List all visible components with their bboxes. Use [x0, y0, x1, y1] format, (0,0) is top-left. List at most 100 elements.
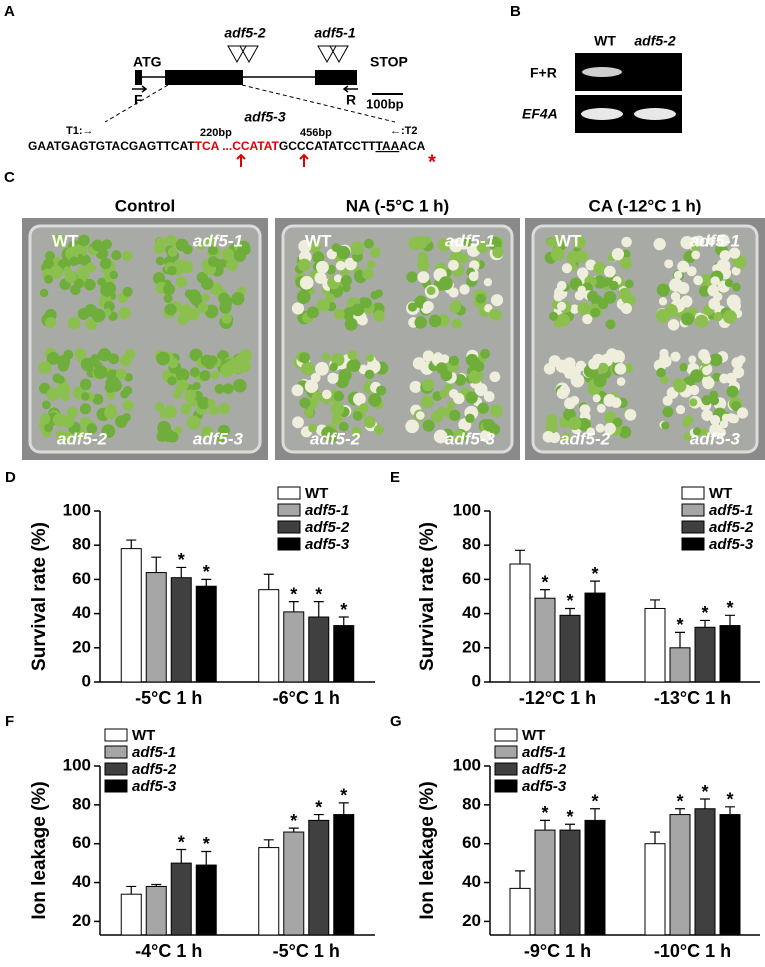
legend-label: adf5-1: [305, 502, 349, 519]
panel-label: F: [5, 713, 14, 730]
seedling: [712, 372, 722, 382]
seedling: [593, 374, 607, 388]
seedling: [603, 290, 617, 304]
genotype-label: adf5-2: [57, 429, 108, 448]
seedling: [308, 423, 317, 433]
genotype-label: adf5-3: [690, 429, 741, 448]
condition-label: CA (-12°C 1 h): [589, 196, 702, 215]
y-tick-label: 80: [462, 535, 481, 554]
seedling: [175, 368, 190, 382]
seedling: [74, 348, 87, 360]
seedling: [689, 398, 698, 407]
bar: [694, 626, 716, 683]
seedling: [44, 423, 53, 433]
seedling: [118, 306, 131, 320]
seedling: [451, 318, 463, 329]
seedling: [621, 236, 632, 248]
seedling: [301, 361, 315, 376]
seedling: [122, 400, 134, 411]
legend-label: adf5-3: [522, 778, 567, 795]
seedling: [115, 415, 128, 428]
seedling: [102, 281, 117, 296]
seedling: [483, 278, 493, 287]
legend-swatch: [277, 486, 301, 500]
scale-label: 100bp: [366, 96, 404, 111]
seedling: [618, 287, 632, 301]
seedling: [689, 369, 704, 383]
seedling: [60, 391, 70, 402]
bar: [534, 597, 556, 683]
seedling: [719, 250, 731, 262]
panel-label: G: [390, 713, 402, 730]
legend-swatch: [494, 728, 518, 742]
legend-label: adf5-3: [709, 536, 754, 553]
seedling: [56, 431, 68, 442]
x-tick-label: -5°C 1 h: [273, 941, 340, 961]
seedling: [316, 260, 329, 274]
x-tick-label: -5°C 1 h: [135, 688, 202, 708]
t-dna: [317, 45, 349, 64]
seedling: [414, 316, 427, 329]
error-bar: [176, 848, 187, 864]
error-bar: [176, 566, 187, 578]
seedling: [449, 301, 461, 314]
seedling: [426, 286, 436, 296]
seedling: [155, 256, 165, 266]
seedling: [197, 302, 209, 314]
seedling: [556, 280, 567, 291]
seedling: [693, 235, 705, 247]
seedling: [597, 299, 609, 310]
x-tick-label: -4°C 1 h: [135, 941, 202, 961]
legend-label: adf5-3: [305, 536, 350, 553]
seedling: [692, 427, 701, 436]
seedling: [360, 297, 372, 309]
position-label: 456bp: [300, 127, 332, 139]
exon: [315, 70, 357, 85]
legend-label: adf5-2: [305, 519, 350, 536]
seedling: [64, 270, 77, 283]
seedling: [473, 361, 485, 372]
seedling: [201, 293, 210, 302]
significance: *: [591, 791, 598, 811]
seedling: [621, 249, 631, 259]
sequence-part: GCCCATATCCTT: [279, 139, 376, 153]
seedling: [296, 290, 311, 304]
seedling: [609, 280, 619, 291]
seedling: [211, 370, 220, 380]
seedling: [468, 369, 483, 384]
seedling: [659, 348, 669, 358]
seedling: [97, 277, 106, 287]
legend-label: adf5-2: [132, 761, 177, 778]
error-bar: [288, 601, 299, 612]
genotype-label: WT: [52, 231, 79, 250]
seedling: [297, 258, 311, 272]
seedling: [207, 256, 219, 267]
seedling: [322, 389, 332, 400]
seedling: [304, 379, 319, 393]
y-tick-label: 60: [462, 569, 481, 588]
seedling: [420, 395, 434, 409]
seedling: [701, 395, 712, 406]
bar: [258, 589, 280, 683]
seedling: [484, 304, 493, 313]
seedling: [713, 311, 723, 322]
seedling: [560, 389, 569, 399]
legend-label: adf5-1: [709, 502, 753, 519]
seedling: [163, 405, 177, 419]
significance: *: [178, 832, 185, 852]
seedling: [733, 255, 747, 269]
seedling: [480, 348, 491, 359]
panel-label: A: [4, 3, 15, 20]
seedling: [351, 426, 362, 438]
x-tick-label: -13°C 1 h: [654, 688, 731, 708]
legend-swatch: [277, 537, 301, 551]
seedling: [354, 269, 365, 281]
significance: *: [203, 562, 210, 582]
seedling: [52, 233, 66, 247]
seedling: [605, 319, 616, 330]
seedling: [731, 266, 741, 276]
seedling: [231, 292, 245, 306]
y-tick-label: 0: [472, 671, 481, 690]
x-tick-label: -9°C 1 h: [524, 941, 591, 961]
seedling: [208, 245, 218, 256]
